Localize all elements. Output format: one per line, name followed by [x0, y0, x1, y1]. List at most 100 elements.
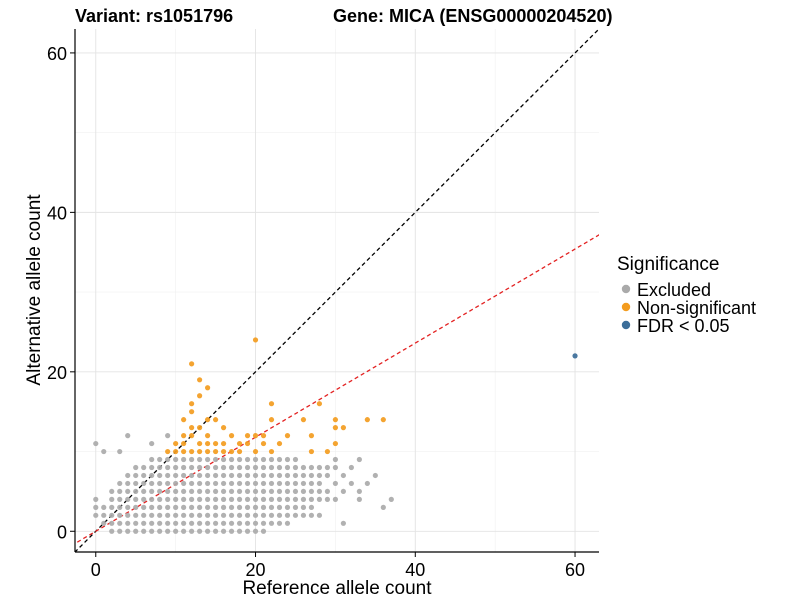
- data-point: [149, 496, 155, 502]
- data-point: [276, 480, 283, 487]
- data-point: [189, 456, 195, 463]
- data-point: [332, 425, 339, 431]
- data-point: [133, 496, 139, 502]
- data-point: [252, 472, 259, 479]
- data-point: [197, 472, 203, 479]
- data-point: [316, 472, 323, 479]
- series-excluded: [93, 433, 394, 534]
- data-point: [268, 512, 275, 518]
- grid: [75, 29, 599, 552]
- data-point: [125, 528, 131, 534]
- data-point: [117, 512, 123, 518]
- data-point: [244, 433, 251, 439]
- data-point: [181, 464, 187, 471]
- reference-lines: [75, 29, 599, 552]
- data-point: [165, 504, 171, 510]
- data-point: [173, 464, 179, 471]
- data-point: [117, 520, 123, 526]
- data-point: [316, 496, 323, 502]
- data-point: [173, 488, 179, 495]
- data-point: [204, 472, 211, 479]
- data-point: [181, 480, 187, 487]
- data-point: [181, 504, 187, 510]
- data-point: [348, 480, 354, 487]
- data-point: [157, 512, 163, 518]
- data-point: [292, 488, 299, 495]
- data-point: [109, 496, 115, 502]
- data-point: [173, 440, 179, 447]
- data-point: [165, 448, 171, 455]
- data-point: [388, 496, 394, 502]
- data-point: [308, 480, 315, 487]
- data-point: [125, 472, 131, 479]
- data-point: [173, 472, 179, 479]
- data-point: [268, 401, 275, 407]
- data-point: [189, 520, 195, 526]
- data-point: [292, 504, 299, 510]
- data-point: [332, 464, 339, 471]
- data-point: [109, 512, 115, 518]
- data-point: [308, 512, 315, 518]
- data-point: [204, 480, 211, 487]
- data-point: [236, 480, 243, 487]
- data-point: [212, 448, 219, 455]
- series-non-significant: [165, 337, 386, 455]
- data-point: [284, 512, 291, 518]
- data-point: [316, 480, 323, 487]
- legend-key: [621, 302, 631, 312]
- data-point: [125, 520, 131, 526]
- y-tick-label: 20: [47, 363, 67, 383]
- data-point: [149, 464, 155, 471]
- data-point: [212, 528, 219, 534]
- data-point: [197, 440, 203, 447]
- data-point: [228, 464, 235, 471]
- data-point: [212, 480, 219, 487]
- data-point: [324, 496, 331, 502]
- data-point: [204, 488, 211, 495]
- data-point: [157, 464, 163, 471]
- legend-label: FDR < 0.05: [637, 316, 730, 336]
- data-point: [220, 448, 227, 455]
- data-point: [244, 464, 251, 471]
- data-point: [109, 504, 115, 510]
- chart-title-gene: Gene: MICA (ENSG00000204520): [333, 6, 612, 26]
- data-point: [228, 504, 235, 510]
- data-point: [133, 504, 139, 510]
- data-point: [125, 504, 131, 510]
- reference-line-identity: [75, 29, 599, 552]
- data-point: [284, 464, 291, 471]
- data-point: [284, 456, 291, 463]
- data-point: [197, 425, 203, 431]
- data-point: [244, 456, 251, 463]
- data-point: [197, 528, 203, 534]
- data-point: [197, 512, 203, 518]
- data-point: [252, 520, 259, 526]
- series-fdr-0-05: [572, 353, 578, 359]
- reference-line-fitted: [75, 234, 599, 545]
- data-point: [204, 512, 211, 518]
- data-point: [300, 504, 307, 510]
- data-point: [125, 480, 131, 487]
- data-point: [340, 488, 346, 495]
- x-tick-label: 40: [405, 560, 425, 580]
- data-point: [340, 425, 346, 431]
- data-point: [189, 496, 195, 502]
- data-point: [141, 480, 147, 487]
- data-point: [244, 512, 251, 518]
- data-point: [252, 337, 259, 343]
- data-point: [149, 520, 155, 526]
- data-point: [220, 528, 227, 534]
- data-point: [236, 520, 243, 526]
- data-point: [189, 425, 195, 431]
- x-tick-label: 0: [91, 560, 101, 580]
- data-point: [125, 433, 131, 439]
- data-point: [165, 456, 171, 463]
- data-point: [228, 520, 235, 526]
- data-point: [244, 504, 251, 510]
- data-point: [300, 464, 307, 471]
- data-point: [204, 417, 211, 423]
- data-point: [101, 504, 107, 510]
- data-point: [212, 496, 219, 502]
- data-point: [149, 456, 155, 463]
- data-point: [204, 464, 211, 471]
